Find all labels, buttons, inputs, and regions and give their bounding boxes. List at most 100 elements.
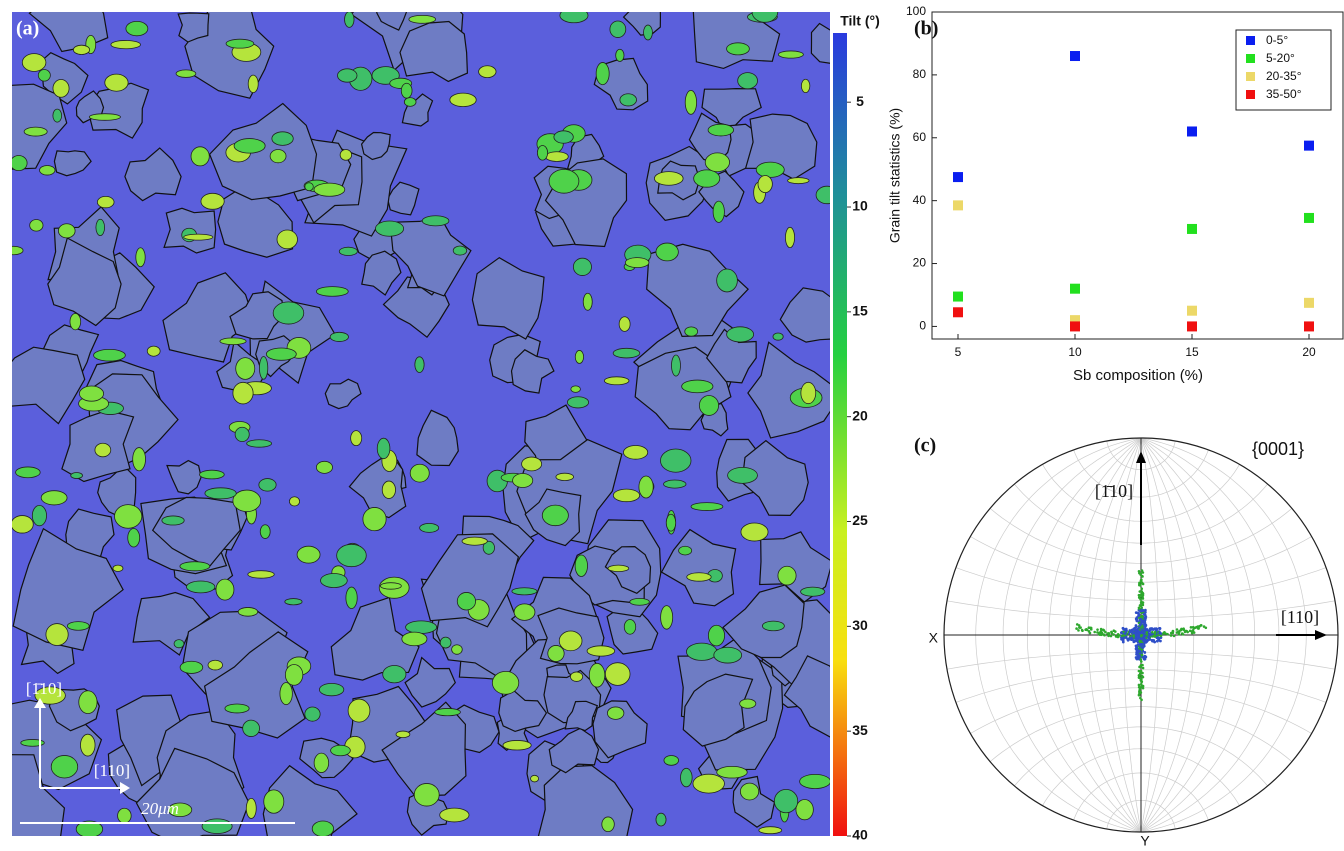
- pole-point: [1075, 627, 1078, 630]
- grain-region: [692, 12, 781, 70]
- tilted-grain: [127, 528, 141, 548]
- tilted-grain: [773, 789, 799, 814]
- pole-point: [1140, 619, 1144, 623]
- tilted-grain: [395, 730, 411, 739]
- x-axis-label: Sb composition (%): [1073, 367, 1203, 384]
- legend-swatch: [1246, 90, 1255, 99]
- pole-point: [1147, 635, 1150, 639]
- pole-point: [1134, 624, 1138, 627]
- tilted-grain: [247, 74, 259, 94]
- colorbar-tick-label: 5: [856, 93, 864, 109]
- legend-label: 35-50°: [1266, 87, 1302, 101]
- tilted-grain: [607, 564, 630, 573]
- tilted-grain: [12, 245, 24, 256]
- tilted-grain: [52, 79, 70, 98]
- pole-point: [1171, 630, 1175, 633]
- pole-point: [1121, 640, 1125, 644]
- tilted-grain: [70, 472, 83, 479]
- tilted-grain: [15, 466, 41, 479]
- grain-region: [262, 764, 358, 836]
- tilted-grain: [117, 807, 132, 824]
- tilted-grain: [132, 447, 146, 472]
- tilted-grain: [380, 582, 402, 590]
- tilted-grain: [233, 138, 266, 154]
- pole-point: [1138, 673, 1141, 677]
- tilted-grain: [726, 42, 750, 56]
- grain-region: [401, 93, 434, 127]
- pole-point: [1139, 579, 1143, 582]
- pole-point: [1136, 638, 1139, 641]
- pole-point: [1140, 614, 1144, 618]
- tilted-grain: [259, 524, 271, 539]
- tilted-grain: [566, 396, 590, 409]
- tilted-grain: [707, 123, 735, 137]
- grain-region: [217, 185, 294, 258]
- pole-point: [1177, 633, 1181, 636]
- tilted-grain: [232, 381, 254, 405]
- tilted-grain: [114, 504, 143, 529]
- pole-point: [1138, 688, 1142, 691]
- grain-region: [548, 727, 600, 774]
- pole-point: [1153, 627, 1157, 631]
- tilted-grain: [727, 466, 758, 484]
- pole-point: [1135, 617, 1139, 621]
- tilted-grain: [559, 12, 589, 24]
- pole-point: [1080, 628, 1084, 632]
- tilted-grain: [623, 445, 649, 460]
- pole-point: [1141, 671, 1144, 675]
- tilted-grain: [200, 192, 225, 210]
- tilted-grain: [199, 469, 225, 480]
- grain-region: [404, 656, 456, 708]
- pole-point: [1158, 627, 1162, 630]
- pole-point: [1098, 633, 1102, 637]
- pole-point: [1143, 608, 1147, 612]
- tilted-grain: [419, 523, 440, 533]
- tilted-grain: [671, 354, 681, 377]
- tilted-grain: [125, 20, 149, 37]
- tilted-grain: [69, 313, 82, 331]
- x-tick-label: 10: [1068, 345, 1082, 359]
- pole-point: [1175, 631, 1179, 634]
- tilted-grain: [624, 257, 650, 269]
- colorbar-tick-label: 15: [852, 303, 868, 319]
- pole-point: [1183, 630, 1187, 634]
- grain-region: [151, 496, 241, 568]
- grain-region: [162, 272, 255, 363]
- tilted-grain: [225, 38, 255, 49]
- pole-point: [1109, 634, 1113, 638]
- x-tick-label: 5: [955, 345, 962, 359]
- grain-region: [324, 378, 362, 410]
- tilted-grain: [716, 268, 738, 293]
- grain-region: [360, 131, 391, 161]
- grain-region: [701, 87, 762, 131]
- tilted-grain: [713, 646, 743, 664]
- pole-point: [1141, 663, 1144, 667]
- pole-point: [1102, 629, 1106, 632]
- pole-point: [1110, 630, 1113, 634]
- grain-region: [564, 700, 599, 732]
- tilted-grain: [284, 664, 304, 686]
- data-point: [1070, 51, 1080, 62]
- pole-point: [1103, 633, 1106, 637]
- tilted-grain: [482, 540, 495, 555]
- pole-point: [1141, 571, 1145, 574]
- pole-point: [1141, 601, 1145, 604]
- pole-point: [1158, 631, 1162, 635]
- tilted-grain: [313, 182, 346, 197]
- tilted-grain: [452, 245, 468, 256]
- tilted-grain: [304, 182, 314, 192]
- grain-region: [132, 591, 211, 656]
- tilted-grain: [740, 522, 769, 542]
- tilted-grain: [408, 14, 437, 24]
- grain-region: [783, 655, 830, 738]
- tilted-grain: [541, 504, 569, 527]
- grain-region: [471, 256, 545, 340]
- pole-point: [1142, 623, 1146, 626]
- tilted-grain: [513, 603, 536, 621]
- tilted-grain: [739, 698, 757, 709]
- tilted-grain: [777, 565, 797, 586]
- tilted-grain: [663, 479, 687, 489]
- pole-point: [1153, 631, 1157, 635]
- pole-point: [1099, 627, 1103, 631]
